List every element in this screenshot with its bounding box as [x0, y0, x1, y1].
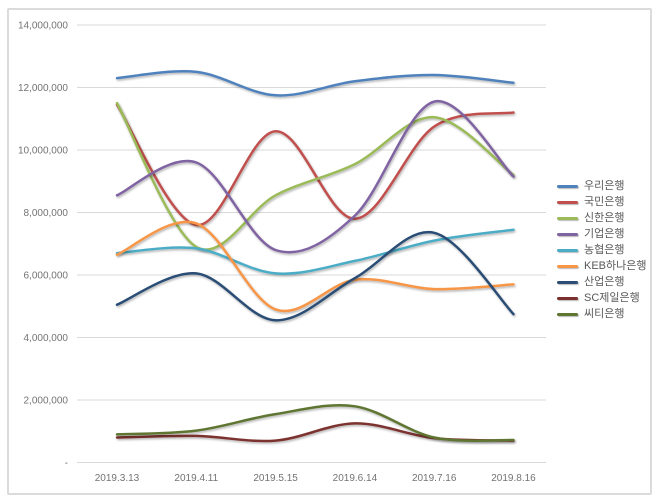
- legend-line-swatch: [557, 200, 578, 204]
- legend-label: SC제일은행: [584, 292, 640, 304]
- legend-label: KEB하나은행: [584, 260, 647, 272]
- series-line-0: [115, 70, 515, 97]
- series-line-3: [115, 100, 515, 254]
- x-axis-tick-label: 2019.6.14: [333, 473, 378, 484]
- legend-item[interactable]: 국민은행: [557, 194, 647, 210]
- legend-line-swatch: [557, 296, 578, 300]
- y-axis-labels: 14,000,000 12,000,000 10,000,000 8,000,000 6…: [18, 21, 68, 470]
- legend-line-swatch: [557, 280, 578, 284]
- legend-label: 농협은행: [584, 244, 625, 256]
- legend-label: 신한은행: [584, 212, 625, 224]
- series-line-6: [115, 230, 515, 322]
- x-axis-tick-label: 2019.8.16: [491, 473, 536, 484]
- legend-label: 우리은행: [584, 180, 625, 192]
- x-axis-tick-label: 2019.4.11: [174, 473, 218, 484]
- legend-item[interactable]: 농협은행: [557, 242, 647, 258]
- series-line-5: [115, 220, 515, 313]
- series-line-2: [115, 101, 515, 251]
- legend-item[interactable]: 씨티은행: [557, 306, 647, 322]
- chart-frame-border: [7, 8, 652, 495]
- x-axis-tick-label: 2019.3.13: [95, 473, 140, 484]
- y-axis-tick-label: 14,000,000: [18, 21, 68, 32]
- legend-line-swatch: [557, 248, 578, 252]
- y-axis-tick-label: 10,000,000: [18, 146, 68, 157]
- y-axis-tick-label: 2,000,000: [24, 396, 69, 407]
- legend-line-swatch: [557, 184, 578, 188]
- legend-label: 국민은행: [584, 196, 625, 208]
- legend-item[interactable]: 신한은행: [557, 210, 647, 226]
- legend-label: 기업은행: [584, 228, 625, 240]
- series-line-4: [115, 228, 515, 275]
- y-axis-tick-label: 8,000,000: [24, 208, 69, 219]
- legend-line-swatch: [557, 312, 578, 316]
- x-axis-labels: 2019.3.13 2019.4.11 2019.5.15 2019.6.14 2019…: [95, 473, 536, 484]
- gridlines: [77, 24, 546, 463]
- y-axis-tick-label: 6,000,000: [24, 271, 69, 282]
- y-axis-tick-label: 12,000,000: [18, 83, 68, 94]
- y-axis-tick-label: -: [65, 458, 68, 469]
- legend-line-swatch: [557, 216, 578, 220]
- series-line-8: [115, 403, 515, 442]
- legend-label: 씨티은행: [584, 308, 625, 320]
- legend-item[interactable]: KEB하나은행: [557, 258, 647, 274]
- legend-label: 산업은행: [584, 276, 625, 288]
- legend-item[interactable]: 산업은행: [557, 274, 647, 290]
- legend-line-swatch: [557, 232, 578, 236]
- legend-item[interactable]: 기업은행: [557, 226, 647, 242]
- y-axis-tick-label: 4,000,000: [24, 333, 69, 344]
- legend-item[interactable]: 우리은행: [557, 178, 647, 194]
- x-axis-tick-label: 2019.5.15: [253, 473, 298, 484]
- series-lines: [115, 70, 515, 443]
- series-line-1: [115, 103, 515, 227]
- x-axis-tick-label: 2019.7.16: [412, 473, 457, 484]
- legend-line-swatch: [557, 264, 578, 268]
- legend-item[interactable]: SC제일은행: [557, 290, 647, 306]
